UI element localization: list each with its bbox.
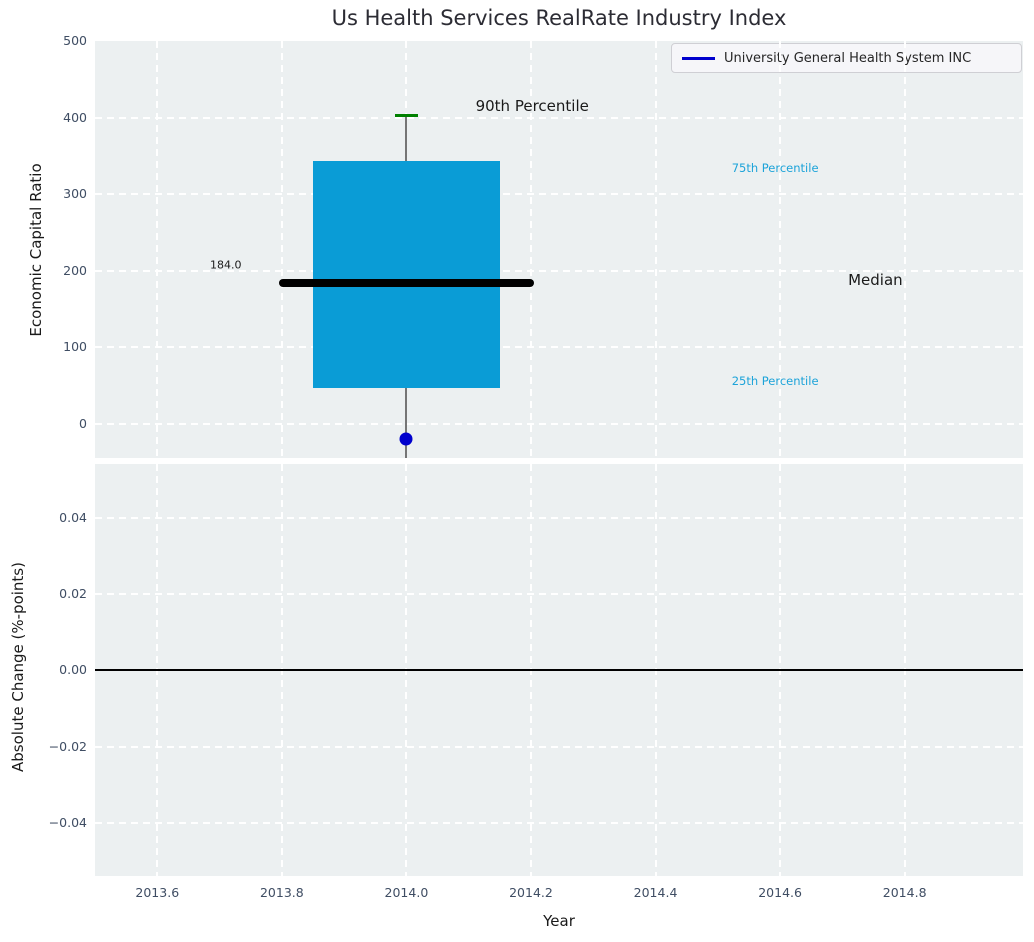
annotation-75th-percentile: 75th Percentile (731, 161, 819, 175)
legend: University General Health System INC (671, 43, 1022, 73)
chart-title: Us Health Services RealRate Industry Ind… (331, 6, 787, 30)
y-tick-label-bottom: 0.02 (59, 586, 87, 602)
x-tick-label: 2014.2 (509, 885, 553, 900)
x-tick-label: 2014.6 (758, 885, 802, 900)
y-tick-label-top: 400 (63, 109, 87, 125)
gridline-vertical (903, 41, 906, 458)
legend-line-sample-icon (682, 56, 715, 60)
y-tick-label-top: 200 (63, 262, 87, 278)
gridline-horizontal (95, 193, 1023, 196)
y-tick-label-top: 500 (63, 33, 87, 48)
x-tick-label: 2014.4 (633, 885, 678, 900)
gridline-horizontal (95, 593, 1023, 596)
y-tick-label-top: 100 (63, 339, 87, 355)
y-tick-label-top: 0 (79, 415, 87, 431)
gridline-horizontal (95, 821, 1023, 824)
iqr-box (312, 161, 500, 389)
gridline-vertical (779, 41, 782, 458)
x-tick-label: 2014.8 (882, 885, 927, 900)
company-data-point (399, 432, 413, 446)
annotation-184-0: 184.0 (210, 258, 242, 272)
gridline-horizontal (95, 116, 1023, 119)
y-tick-label-bottom: −0.04 (48, 814, 87, 830)
y-tick-label-bottom: 0.00 (59, 662, 87, 678)
x-tick-label: 2014.0 (384, 885, 429, 900)
top-axes-economic-capital-ratio (95, 41, 1023, 458)
y-tick-label-top: 300 (63, 186, 87, 202)
y-tick-label-bottom: 0.04 (59, 510, 87, 526)
gridline-vertical (654, 41, 657, 458)
y-tick-label-bottom: −0.02 (48, 738, 87, 754)
median-line (278, 278, 535, 287)
gridline-horizontal (95, 745, 1023, 748)
x-tick-label: 2013.6 (135, 885, 180, 900)
gridline-vertical (280, 41, 283, 458)
gridline-horizontal (95, 422, 1023, 425)
x-tick-label: 2013.8 (259, 885, 304, 900)
annotation-90th-percentile: 90th Percentile (475, 97, 589, 116)
legend-entry-label: University General Health System INC (724, 50, 972, 66)
p90-cap (395, 114, 418, 118)
gridline-horizontal (95, 346, 1023, 349)
gridline-vertical (156, 41, 159, 458)
annotation-median: Median (848, 271, 903, 290)
x-axis-label: Year (543, 912, 575, 930)
gridline-horizontal (95, 517, 1023, 520)
annotation-25th-percentile: 25th Percentile (731, 373, 819, 388)
gridline-vertical (529, 41, 532, 458)
zero-line (95, 669, 1023, 672)
gridline-horizontal (95, 269, 1023, 272)
